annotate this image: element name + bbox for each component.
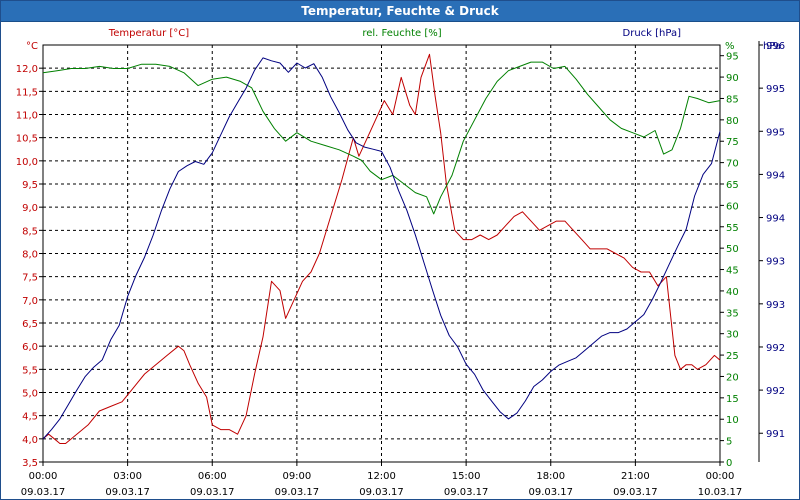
temperature-tick-label: 12,0 — [16, 64, 38, 75]
humidity-tick-label: 20 — [726, 372, 739, 383]
pressure-tick-label: 994 — [766, 170, 785, 181]
axis-ticks: 00:00 09.03.17 03:00 09.03.17 06:00 09.03.17 0… — [16, 41, 785, 498]
humidity-unit-label: % — [725, 41, 735, 52]
pressure-tick-label: 994 — [766, 214, 785, 225]
humidity-tick-label: 55 — [726, 223, 739, 234]
temperature-line — [42, 53, 721, 444]
temperature-tick-label: 4,0 — [22, 435, 38, 446]
humidity-tick-label: 45 — [726, 266, 739, 277]
humidity-tick-label: 75 — [726, 137, 739, 148]
temperature-tick-label: 11,0 — [16, 111, 38, 122]
x-tick-date: 09.03.17 — [275, 487, 320, 498]
pressure-tick-label: 993 — [766, 257, 785, 268]
temperature-tick-label: 6,5 — [22, 319, 38, 330]
combined-line-chart: 00:00 09.03.17 03:00 09.03.17 06:00 09.03.17 0… — [16, 28, 785, 498]
x-tick-time: 00:00 — [29, 471, 58, 482]
humidity-tick-label: 80 — [726, 116, 739, 127]
x-tick-date: 09.03.17 — [21, 487, 66, 498]
temperature-tick-label: 11,5 — [16, 87, 38, 98]
humidity-tick-label: 0 — [726, 458, 732, 469]
x-tick-time: 15:00 — [452, 471, 481, 482]
window-titlebar: Temperatur, Feuchte & Druck — [1, 1, 799, 22]
x-tick-date: 09.03.17 — [359, 487, 404, 498]
pressure-tick-label: 991 — [766, 429, 785, 440]
x-tick-time: 06:00 — [198, 471, 227, 482]
pressure-tick-label: 995 — [766, 127, 785, 138]
humidity-tick-label: 85 — [726, 94, 739, 105]
x-tick-date: 09.03.17 — [528, 487, 573, 498]
humidity-tick-label: 35 — [726, 308, 739, 319]
x-tick-time: 03:00 — [113, 471, 142, 482]
temperature-axis-title: Temperatur [°C] — [108, 28, 189, 39]
x-tick-time: 18:00 — [536, 471, 565, 482]
temperature-tick-label: 5,5 — [22, 365, 38, 376]
pressure-tick-label: 992 — [766, 386, 785, 397]
pressure-tick-label: 992 — [766, 343, 785, 354]
x-tick-date: 09.03.17 — [190, 487, 235, 498]
grid-lines — [43, 45, 720, 462]
pressure-axis-title: Druck [hPa] — [623, 28, 682, 39]
humidity-tick-label: 70 — [726, 159, 739, 170]
humidity-tick-label: 5 — [726, 437, 732, 448]
humidity-tick-label: 25 — [726, 351, 739, 362]
data-series — [42, 53, 721, 444]
humidity-tick-label: 15 — [726, 394, 739, 405]
temperature-tick-label: 10,0 — [16, 157, 38, 168]
temperature-tick-label: 7,0 — [22, 296, 38, 307]
temperature-tick-label: 3,5 — [22, 458, 38, 469]
temperature-tick-label: 10,5 — [16, 134, 38, 145]
humidity-tick-label: 60 — [726, 201, 739, 212]
x-tick-date: 09.03.17 — [105, 487, 150, 498]
temperature-tick-label: 5,0 — [22, 389, 38, 400]
x-tick-time: 09:00 — [282, 471, 311, 482]
temperature-unit-label: °C — [26, 41, 38, 52]
temperature-tick-label: 9,5 — [22, 180, 38, 191]
window-title: Temperatur, Feuchte & Druck — [301, 4, 499, 18]
x-tick-date: 09.03.17 — [613, 487, 658, 498]
temperature-tick-label: 6,0 — [22, 342, 38, 353]
x-tick-date: 10.03.17 — [698, 487, 743, 498]
humidity-tick-label: 30 — [726, 330, 739, 341]
pressure-tick-label: 996 — [766, 41, 785, 52]
humidity-tick-label: 40 — [726, 287, 739, 298]
x-tick-time: 00:00 — [706, 471, 735, 482]
temperature-tick-label: 9,0 — [22, 203, 38, 214]
temperature-tick-label: 7,5 — [22, 273, 38, 284]
x-tick-time: 21:00 — [621, 471, 650, 482]
pressure-unit-label: hPa — [763, 41, 781, 52]
humidity-tick-label: 90 — [726, 73, 739, 84]
x-tick-date: 09.03.17 — [444, 487, 489, 498]
pressure-tick-label: 993 — [766, 300, 785, 311]
humidity-line — [42, 61, 721, 215]
pressure-line — [42, 57, 721, 440]
humidity-tick-label: 65 — [726, 180, 739, 191]
humidity-tick-label: 10 — [726, 415, 739, 426]
humidity-axis-title: rel. Feuchte [%] — [362, 28, 441, 39]
temperature-tick-label: 8,0 — [22, 250, 38, 261]
pressure-tick-label: 995 — [766, 84, 785, 95]
temperature-tick-label: 4,5 — [22, 412, 38, 423]
x-tick-time: 12:00 — [367, 471, 396, 482]
temperature-tick-label: 8,5 — [22, 226, 38, 237]
humidity-tick-label: 50 — [726, 244, 739, 255]
humidity-tick-label: 95 — [726, 52, 739, 63]
